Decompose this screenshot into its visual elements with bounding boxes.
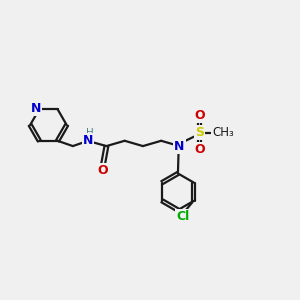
Text: H: H [86,128,94,138]
Text: O: O [194,109,205,122]
Text: S: S [195,126,204,139]
Text: N: N [83,134,93,147]
Text: N: N [31,102,41,115]
Text: N: N [174,140,184,153]
Text: O: O [98,164,108,177]
Text: CH₃: CH₃ [212,126,234,139]
Text: O: O [194,143,205,156]
Text: Cl: Cl [176,210,189,223]
